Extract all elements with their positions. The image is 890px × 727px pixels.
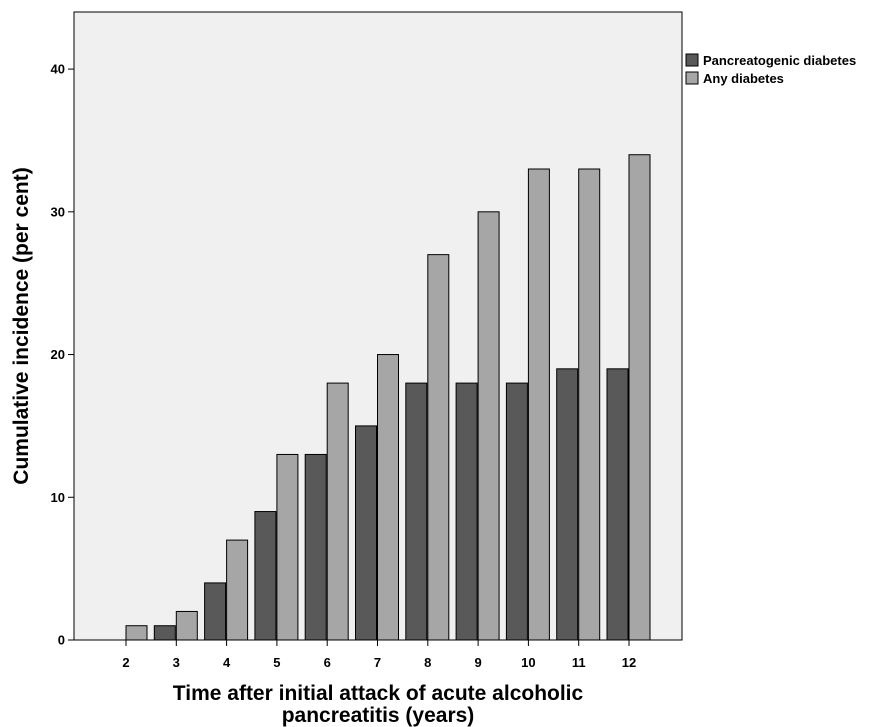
x-tick-label-2: 2 — [122, 655, 129, 670]
y-axis-title: Cumulative incidence (per cent) — [10, 167, 33, 484]
legend-label-pancreatogenic: Pancreatogenic diabetes — [703, 53, 856, 68]
x-tick-label-6: 6 — [324, 655, 331, 670]
legend: Pancreatogenic diabetes Any diabetes — [685, 53, 856, 86]
y-axis-ticks: 0 10 20 30 40 — [51, 62, 74, 648]
x-axis-ticks: 2 3 4 5 6 7 8 9 10 11 12 — [122, 640, 636, 670]
bar-any-11 — [578, 168, 601, 641]
y-tick-label-20: 20 — [51, 347, 65, 362]
x-tick-label-10: 10 — [521, 655, 535, 670]
bar-pancreatogenic-4 — [204, 582, 227, 641]
x-tick-label-8: 8 — [424, 655, 431, 670]
x-tick-label-12: 12 — [622, 655, 636, 670]
bar-any-12 — [628, 154, 651, 641]
bar-pancreatogenic-12 — [606, 368, 629, 641]
bar-pancreatogenic-3 — [153, 625, 176, 641]
bar-pancreatogenic-6 — [304, 453, 327, 641]
bar-pancreatogenic-9 — [455, 382, 478, 641]
bar-any-3 — [175, 610, 198, 641]
bar-any-2 — [125, 625, 148, 641]
bar-any-4 — [226, 539, 249, 641]
bar-pancreatogenic-7 — [355, 425, 377, 641]
x-tick-label-5: 5 — [273, 655, 280, 670]
bar-pancreatogenic-11 — [556, 368, 579, 641]
x-tick-label-9: 9 — [474, 655, 481, 670]
x-axis-title-line-2: pancreatitis (years) — [282, 704, 475, 727]
bar-pancreatogenic-10 — [505, 382, 528, 641]
bar-any-6 — [326, 382, 349, 641]
x-axis-title-line-1: Time after initial attack of acute alcoh… — [173, 682, 584, 705]
bars-group — [125, 154, 651, 641]
bar-any-5 — [276, 453, 299, 641]
bar-any-7 — [377, 354, 399, 641]
bar-any-9 — [477, 211, 500, 641]
y-tick-label-10: 10 — [51, 490, 65, 505]
bar-pancreatogenic-8 — [405, 382, 428, 641]
x-tick-label-11: 11 — [572, 655, 586, 670]
bar-any-8 — [427, 254, 450, 641]
x-tick-label-3: 3 — [173, 655, 180, 670]
x-tick-label-4: 4 — [223, 655, 231, 670]
bar-any-10 — [527, 168, 550, 641]
y-tick-label-40: 40 — [51, 62, 65, 77]
bar-pancreatogenic-5 — [254, 511, 277, 641]
x-tick-label-7: 7 — [374, 655, 381, 670]
y-tick-label-0: 0 — [58, 633, 65, 648]
y-tick-label-30: 30 — [51, 204, 65, 219]
legend-swatch-any — [685, 71, 699, 85]
legend-label-any: Any diabetes — [703, 71, 784, 86]
legend-swatch-pancreatogenic — [685, 53, 699, 67]
